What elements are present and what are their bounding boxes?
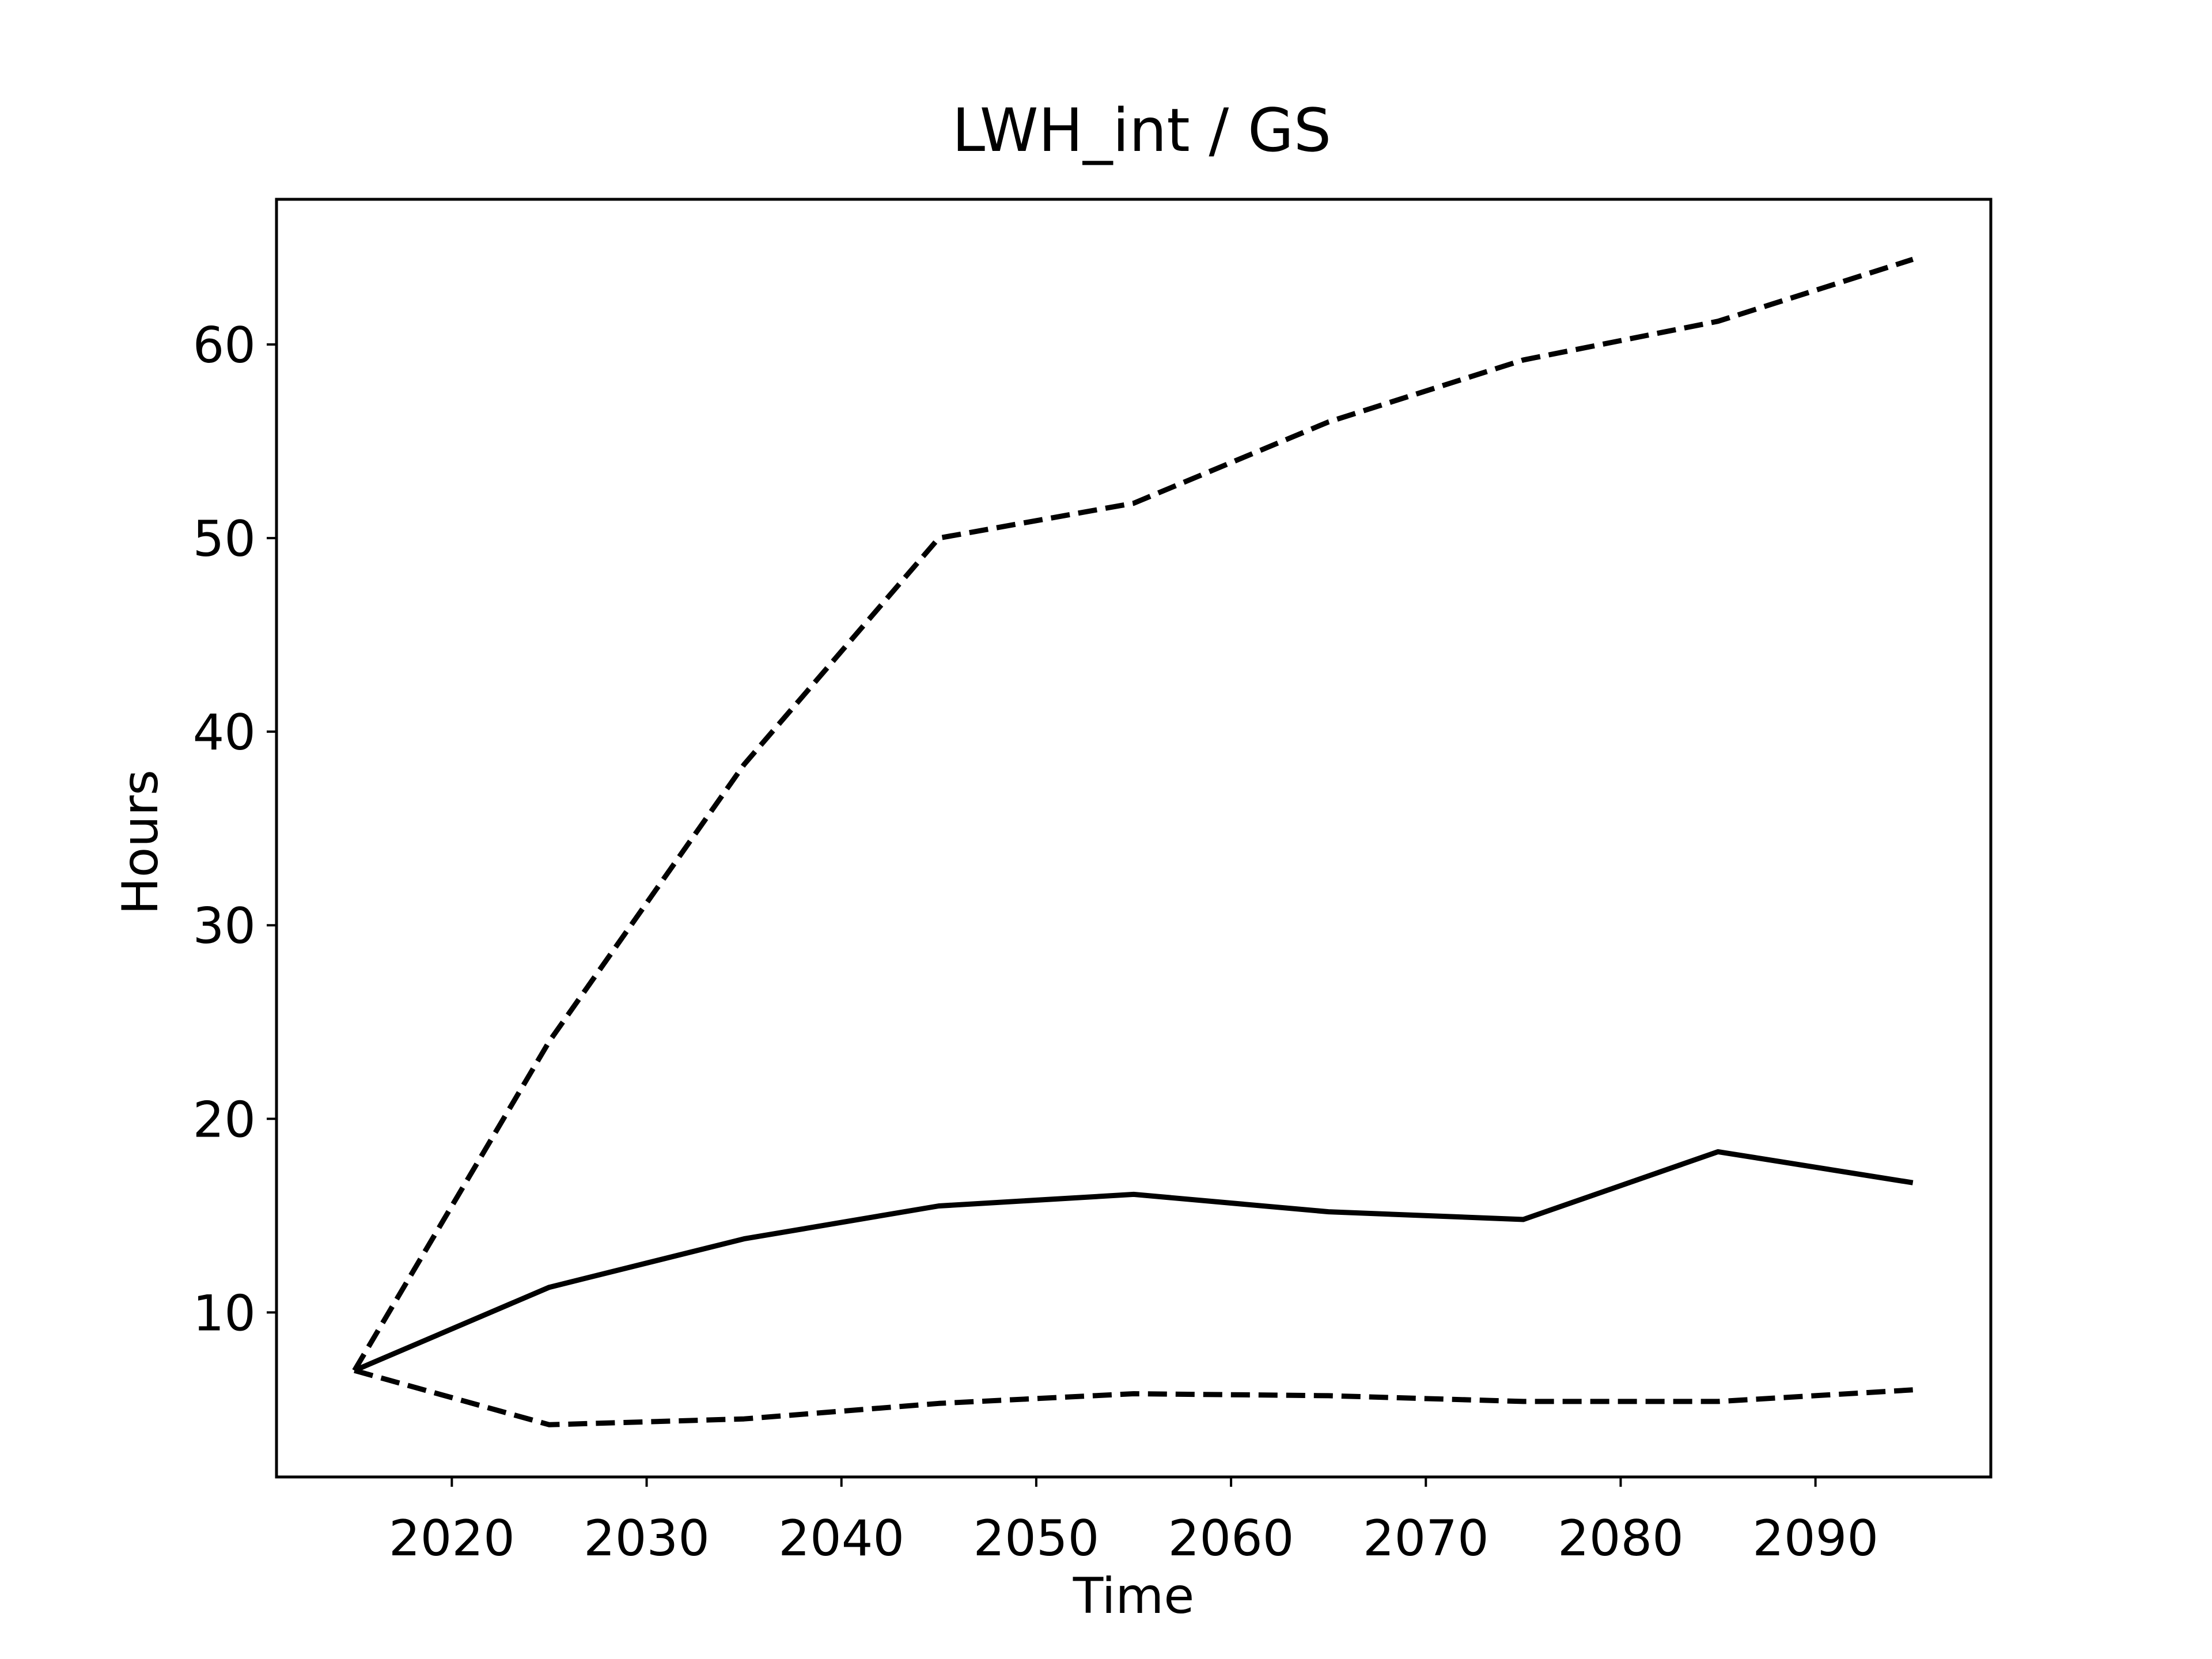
x-tick-label: 2020: [389, 1510, 515, 1567]
series-line-1: [353, 1149, 1914, 1373]
x-tick-label: 2040: [778, 1510, 904, 1567]
y-tick-label: 50: [193, 510, 256, 568]
x-tick-label: 2050: [973, 1510, 1099, 1567]
x-tick-label: 2080: [1558, 1510, 1684, 1567]
y-tick-label: 20: [193, 1091, 256, 1149]
plot-area: [352, 256, 1914, 1427]
series-line-3: [354, 1368, 1913, 1427]
x-tick-label: 2090: [1752, 1510, 1878, 1567]
y-axis-label: Hours: [112, 770, 169, 915]
x-axis: 2020 2030 2040 2050 2060 2070 2080 2090: [389, 1477, 1878, 1567]
series-line-2: [352, 256, 1914, 1372]
y-axis: 10 20 30 40 50 60: [193, 317, 276, 1342]
x-tick-label: 2070: [1363, 1510, 1489, 1567]
y-tick-label: 30: [193, 897, 256, 955]
y-tick-label: 10: [193, 1285, 256, 1342]
x-axis-label: Time: [1073, 1567, 1194, 1625]
plot-frame: [275, 198, 1993, 1479]
x-tick-label: 2060: [1168, 1510, 1294, 1567]
y-tick-label: 60: [193, 317, 256, 374]
chart-title: LWH_int / GS: [952, 96, 1331, 165]
y-tick-label: 40: [193, 704, 256, 762]
x-tick-label: 2030: [584, 1510, 710, 1567]
